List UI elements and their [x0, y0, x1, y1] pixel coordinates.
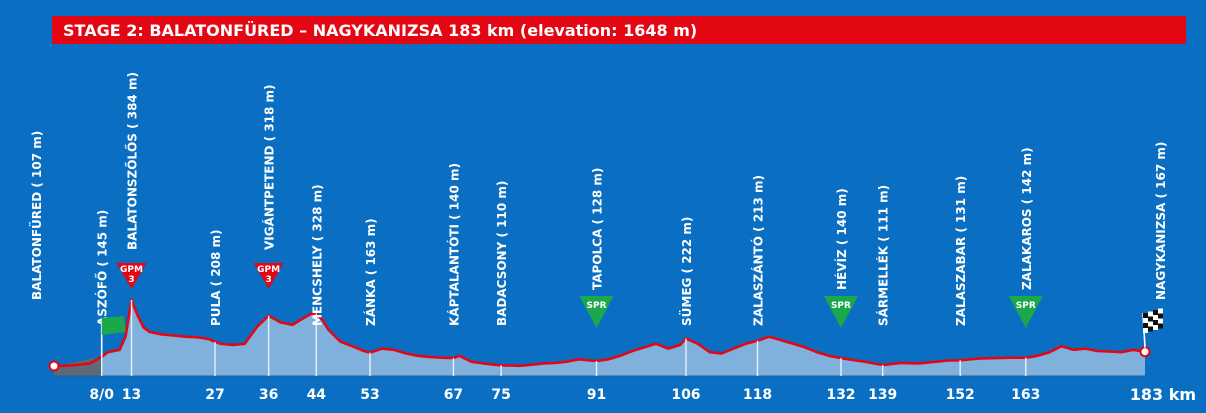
km-tick-label: 139 — [868, 387, 897, 403]
stage-title: STAGE 2: BALATONFÜRED – NAGYKANIZSA 183 … — [63, 21, 697, 40]
gpm-category-label: 3 — [265, 275, 271, 285]
km-tick-label: 36 — [259, 387, 278, 403]
finish-flag-square — [1158, 313, 1163, 319]
location-label: HÉVÍZ ( 140 m) — [834, 188, 849, 290]
km-tick-label: 27 — [205, 387, 224, 403]
sprint-badge-label: SPR — [1016, 301, 1036, 311]
km-tick-label: 13 — [122, 387, 141, 403]
location-label: BADACSONY ( 110 m) — [495, 181, 509, 326]
title-bar — [52, 16, 1186, 44]
gpm-badge-label: GPM — [120, 265, 143, 275]
location-label: ZALAKAROS ( 142 m) — [1020, 147, 1034, 290]
profile-line — [53, 298, 1146, 368]
km-tick-label: 132 — [826, 387, 855, 403]
location-label: MENCSHELY ( 328 m) — [310, 184, 324, 326]
finish-flag-square — [1153, 315, 1158, 320]
gpm-badge — [116, 263, 147, 289]
start-marker — [48, 360, 60, 372]
finish-flag-square — [1148, 316, 1153, 322]
sprint-badge — [579, 296, 614, 328]
finish-flag-square — [1153, 325, 1158, 330]
finish-flag-square — [1143, 328, 1148, 333]
km-tick-label: 75 — [491, 387, 510, 403]
finish-flag-square — [1153, 320, 1158, 325]
finish-flag-square — [1158, 318, 1163, 324]
km-tick-label: 8/0 — [89, 387, 114, 403]
finish-flag-square — [1143, 313, 1148, 318]
km-tick-label: 106 — [671, 387, 700, 403]
finish-flag-square — [1148, 311, 1153, 317]
gpm-badge-label: GPM — [257, 265, 280, 275]
km-tick-label: 118 — [743, 387, 772, 403]
sprint-badge-label: SPR — [831, 301, 851, 311]
finish-flag-square — [1158, 323, 1163, 329]
finish-flag-square — [1148, 326, 1153, 332]
finish-flag-square — [1148, 321, 1153, 327]
sprint-badge — [1008, 296, 1043, 328]
neutral-zone — [54, 356, 102, 376]
location-label: ZALASZÁNTÓ ( 213 m) — [750, 175, 765, 326]
location-label: VIGÁNTPETEND ( 318 m) — [262, 84, 277, 250]
gpm-category-label: 3 — [128, 275, 134, 285]
finish-flag-icon — [1143, 308, 1163, 333]
km-tick-label: 152 — [946, 387, 975, 403]
plot-area: BALATONFÜRED ( 107 m) ASZÓFŐ ( 145 m) BALA… — [29, 72, 1196, 404]
km-tick-label: 44 — [307, 387, 327, 403]
location-label: KÁPTALANTÓTI ( 140 m) — [446, 163, 461, 326]
km-tick-label: 53 — [360, 387, 379, 403]
finish-marker — [1139, 346, 1151, 358]
gpm-badge — [253, 263, 284, 289]
km-tick-label: 91 — [587, 387, 606, 403]
km-tick-label: 163 — [1011, 387, 1040, 403]
location-label: ASZÓFŐ ( 145 m) — [95, 210, 110, 326]
location-label: BALATONFÜRED ( 107 m) — [29, 131, 44, 300]
finish-flag-square — [1143, 318, 1148, 323]
location-label: ZÁNKA ( 163 m) — [363, 218, 378, 326]
finish-flag-square — [1158, 308, 1163, 314]
finish-flag-square — [1153, 310, 1158, 315]
sprint-badge-label: SPR — [587, 301, 607, 311]
km-tick-label: 67 — [444, 387, 463, 403]
location-label: PULA ( 208 m) — [209, 229, 223, 326]
sprint-badge — [823, 296, 858, 328]
location-label: NAGYKANIZSA ( 167 m) — [1154, 142, 1168, 300]
finish-flag-square — [1143, 323, 1148, 328]
km-end-label: 183 km — [1130, 385, 1196, 404]
location-label: SÜMEG ( 222 m) — [679, 217, 694, 326]
location-label: SÁRMELLÉK ( 111 m) — [876, 185, 891, 326]
start-flag-icon — [101, 316, 126, 335]
location-label: TAPOLCA ( 128 m) — [591, 168, 605, 290]
profile-area — [54, 300, 1145, 376]
location-label: ZALASZABAR ( 131 m) — [954, 176, 968, 326]
location-label: BALATONSZŐLŐS ( 384 m) — [125, 72, 140, 250]
